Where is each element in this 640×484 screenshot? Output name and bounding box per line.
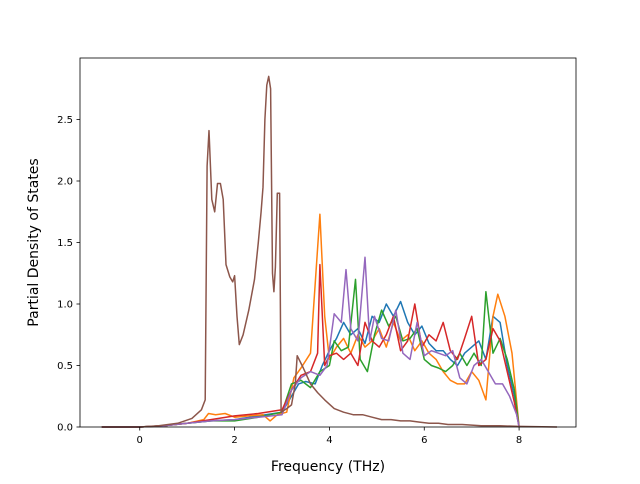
y-tick-label: 1.0 — [57, 300, 73, 311]
y-axis-ticks: 0.0 0.5 1.0 1.5 2.0 2.5 — [57, 115, 80, 434]
x-axis-label: Frequency (THz) — [271, 459, 385, 475]
y-tick-label: 0.5 — [57, 361, 73, 372]
x-tick-label: 2 — [231, 435, 237, 446]
y-tick-label: 0.0 — [57, 423, 73, 434]
series-line-4 — [101, 263, 520, 428]
series-line-5 — [101, 256, 520, 428]
x-tick-label: 8 — [516, 435, 522, 446]
plot-area — [101, 75, 558, 428]
y-axis-label: Partial Density of States — [26, 158, 42, 326]
y-tick-label: 1.5 — [57, 238, 73, 249]
x-tick-label: 4 — [326, 435, 332, 446]
series-line-6 — [101, 75, 558, 428]
series-line-3 — [101, 278, 520, 428]
x-axis-ticks: 0 2 4 6 8 — [137, 427, 522, 446]
y-tick-label: 2.5 — [57, 115, 73, 126]
y-tick-label: 2.0 — [57, 177, 73, 188]
x-tick-label: 6 — [421, 435, 427, 446]
x-tick-label: 0 — [137, 435, 143, 446]
